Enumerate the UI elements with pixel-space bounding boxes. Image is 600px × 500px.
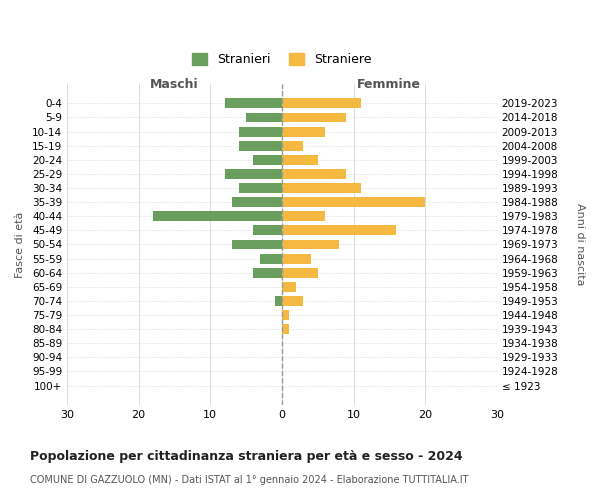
Bar: [282, 296, 304, 306]
Bar: [282, 98, 361, 108]
Bar: [282, 254, 311, 264]
Bar: [282, 268, 317, 278]
Text: Femmine: Femmine: [358, 78, 421, 90]
Bar: [246, 112, 282, 122]
Text: COMUNE DI GAZZUOLO (MN) - Dati ISTAT al 1° gennaio 2024 - Elaborazione TUTTITALI: COMUNE DI GAZZUOLO (MN) - Dati ISTAT al …: [30, 475, 469, 485]
Bar: [253, 155, 282, 164]
Bar: [282, 112, 346, 122]
Bar: [282, 226, 397, 235]
Bar: [282, 240, 339, 250]
Bar: [282, 140, 304, 150]
Bar: [282, 310, 289, 320]
Bar: [253, 226, 282, 235]
Bar: [275, 296, 282, 306]
Bar: [282, 197, 425, 207]
Bar: [232, 197, 282, 207]
Bar: [153, 212, 282, 221]
Bar: [282, 126, 325, 136]
Bar: [282, 183, 361, 193]
Text: Popolazione per cittadinanza straniera per età e sesso - 2024: Popolazione per cittadinanza straniera p…: [30, 450, 463, 463]
Bar: [282, 282, 296, 292]
Bar: [232, 240, 282, 250]
Text: Maschi: Maschi: [150, 78, 199, 90]
Y-axis label: Fasce di età: Fasce di età: [15, 212, 25, 278]
Bar: [282, 155, 317, 164]
Bar: [224, 169, 282, 179]
Bar: [282, 169, 346, 179]
Bar: [282, 324, 289, 334]
Y-axis label: Anni di nascita: Anni di nascita: [575, 203, 585, 285]
Legend: Stranieri, Straniere: Stranieri, Straniere: [187, 48, 377, 72]
Bar: [224, 98, 282, 108]
Bar: [282, 212, 325, 221]
Bar: [239, 126, 282, 136]
Bar: [239, 183, 282, 193]
Bar: [260, 254, 282, 264]
Bar: [239, 140, 282, 150]
Bar: [253, 268, 282, 278]
